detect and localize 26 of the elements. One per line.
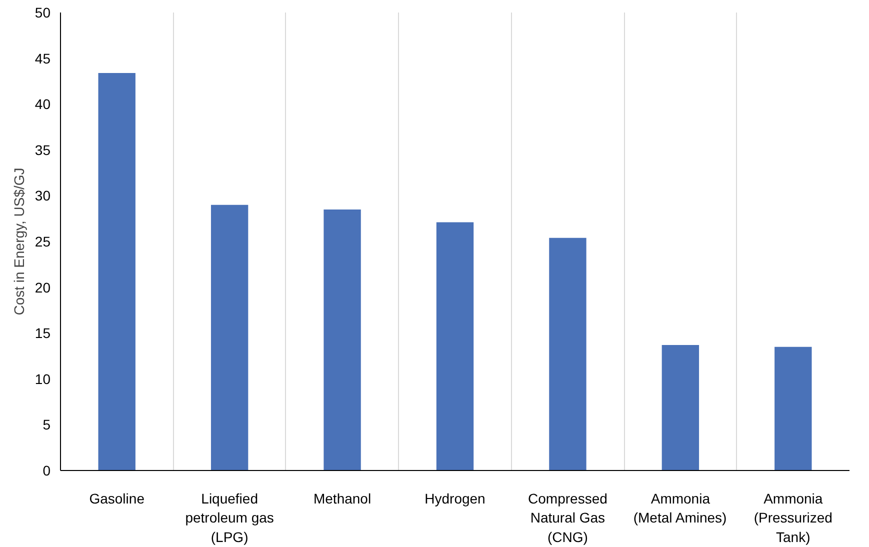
x-tick-label: Hydrogen (424, 490, 486, 506)
y-tick-label: 5 (42, 416, 51, 433)
x-tick-label: Ammonia (Metal Amines) (633, 490, 727, 526)
bar (324, 209, 361, 470)
y-tick-label: 25 (34, 234, 51, 250)
y-tick-label: 15 (34, 325, 51, 342)
y-tick-label: 10 (34, 370, 51, 387)
bar (98, 72, 136, 470)
x-tick-label: Methanol (313, 490, 372, 506)
x-tick-label: Gasoline (89, 490, 145, 506)
y-tick-label: 30 (34, 188, 51, 204)
bar (774, 346, 812, 470)
bar (662, 345, 700, 470)
x-tick-label: Ammonia (Pressurized Tank) (754, 490, 832, 545)
bar (549, 238, 586, 470)
y-axis-title: Cost in Energy, US$/GJ (10, 168, 27, 316)
y-tick-label: 20 (34, 279, 51, 296)
x-tick-label: Liquefied petroleum gas (LPG) (185, 490, 274, 545)
y-tick-label: 45 (34, 50, 51, 66)
y-tick-label: 35 (34, 142, 51, 158)
y-tick-label: 0 (42, 462, 51, 478)
y-tick-label: 40 (34, 96, 51, 112)
x-tick-label: Compressed Natural Gas (CNG) (528, 490, 608, 545)
bar (436, 222, 474, 470)
y-tick-label: 50 (34, 4, 51, 20)
bar (210, 204, 248, 470)
